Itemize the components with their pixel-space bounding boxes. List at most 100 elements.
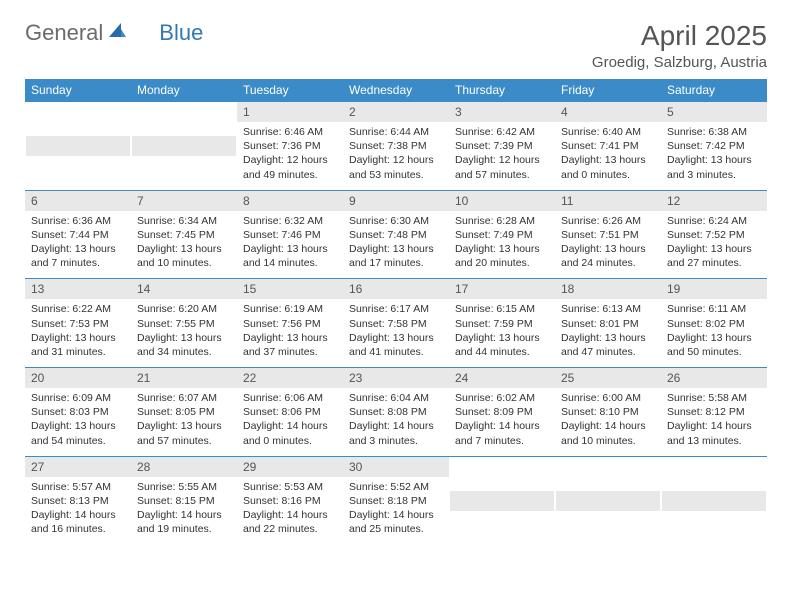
calendar-week-row: 1Sunrise: 6:46 AMSunset: 7:36 PMDaylight…: [25, 102, 767, 191]
day-content: Sunrise: 6:00 AMSunset: 8:10 PMDaylight:…: [555, 388, 661, 456]
daylight-line: Daylight: 13 hours and 7 minutes.: [31, 242, 125, 270]
day-content: Sunrise: 6:06 AMSunset: 8:06 PMDaylight:…: [237, 388, 343, 456]
day-number: 22: [237, 368, 343, 388]
sunrise-line: Sunrise: 6:42 AM: [455, 125, 549, 139]
day-number: 13: [25, 279, 131, 299]
sunrise-line: Sunrise: 6:09 AM: [31, 391, 125, 405]
day-number: 7: [131, 191, 237, 211]
weekday-header-row: SundayMondayTuesdayWednesdayThursdayFrid…: [25, 79, 767, 102]
calendar-week-row: 27Sunrise: 5:57 AMSunset: 8:13 PMDayligh…: [25, 456, 767, 544]
sunset-line: Sunset: 8:16 PM: [243, 494, 337, 508]
day-cell: 18Sunrise: 6:13 AMSunset: 8:01 PMDayligh…: [555, 279, 661, 368]
day-cell: 15Sunrise: 6:19 AMSunset: 7:56 PMDayligh…: [237, 279, 343, 368]
day-cell: 5Sunrise: 6:38 AMSunset: 7:42 PMDaylight…: [661, 102, 767, 191]
day-content: Sunrise: 6:38 AMSunset: 7:42 PMDaylight:…: [661, 122, 767, 190]
day-number: 8: [237, 191, 343, 211]
day-cell: 12Sunrise: 6:24 AMSunset: 7:52 PMDayligh…: [661, 190, 767, 279]
sunrise-line: Sunrise: 5:57 AM: [31, 480, 125, 494]
day-content: Sunrise: 5:57 AMSunset: 8:13 PMDaylight:…: [25, 477, 131, 545]
sunrise-line: Sunrise: 6:11 AM: [667, 302, 761, 316]
sunrise-line: Sunrise: 6:46 AM: [243, 125, 337, 139]
sunrise-line: Sunrise: 6:17 AM: [349, 302, 443, 316]
day-content: Sunrise: 6:32 AMSunset: 7:46 PMDaylight:…: [237, 211, 343, 279]
day-content: Sunrise: 6:40 AMSunset: 7:41 PMDaylight:…: [555, 122, 661, 190]
daylight-line: Daylight: 12 hours and 53 minutes.: [349, 153, 443, 181]
daylight-line: Daylight: 13 hours and 27 minutes.: [667, 242, 761, 270]
daylight-line: Daylight: 13 hours and 44 minutes.: [455, 331, 549, 359]
brand-text-2: Blue: [159, 20, 203, 46]
weekday-header: Sunday: [25, 79, 131, 102]
sunset-line: Sunset: 8:18 PM: [349, 494, 443, 508]
day-number: 19: [661, 279, 767, 299]
daylight-line: Daylight: 13 hours and 37 minutes.: [243, 331, 337, 359]
daylight-line: Daylight: 14 hours and 19 minutes.: [137, 508, 231, 536]
daylight-line: Daylight: 14 hours and 7 minutes.: [455, 419, 549, 447]
day-content: Sunrise: 6:07 AMSunset: 8:05 PMDaylight:…: [131, 388, 237, 456]
day-cell: 4Sunrise: 6:40 AMSunset: 7:41 PMDaylight…: [555, 102, 661, 191]
weekday-header: Friday: [555, 79, 661, 102]
day-content: Sunrise: 6:30 AMSunset: 7:48 PMDaylight:…: [343, 211, 449, 279]
day-number: 23: [343, 368, 449, 388]
header: General Blue April 2025 Groedig, Salzbur…: [25, 20, 767, 71]
daylight-line: Daylight: 13 hours and 0 minutes.: [561, 153, 655, 181]
sunset-line: Sunset: 8:08 PM: [349, 405, 443, 419]
sunset-line: Sunset: 7:58 PM: [349, 317, 443, 331]
day-content: Sunrise: 6:17 AMSunset: 7:58 PMDaylight:…: [343, 299, 449, 367]
day-cell: 2Sunrise: 6:44 AMSunset: 7:38 PMDaylight…: [343, 102, 449, 191]
weekday-header: Thursday: [449, 79, 555, 102]
day-cell: 11Sunrise: 6:26 AMSunset: 7:51 PMDayligh…: [555, 190, 661, 279]
daylight-line: Daylight: 13 hours and 20 minutes.: [455, 242, 549, 270]
day-number: 11: [555, 191, 661, 211]
day-content: Sunrise: 5:55 AMSunset: 8:15 PMDaylight:…: [131, 477, 237, 545]
day-cell: 26Sunrise: 5:58 AMSunset: 8:12 PMDayligh…: [661, 368, 767, 457]
empty-day-cell: [449, 456, 555, 544]
sunset-line: Sunset: 7:44 PM: [31, 228, 125, 242]
daylight-line: Daylight: 12 hours and 49 minutes.: [243, 153, 337, 181]
day-content: Sunrise: 6:19 AMSunset: 7:56 PMDaylight:…: [237, 299, 343, 367]
day-number: 26: [661, 368, 767, 388]
sunset-line: Sunset: 8:01 PM: [561, 317, 655, 331]
title-block: April 2025 Groedig, Salzburg, Austria: [592, 20, 767, 71]
sunrise-line: Sunrise: 5:53 AM: [243, 480, 337, 494]
day-content: Sunrise: 6:44 AMSunset: 7:38 PMDaylight:…: [343, 122, 449, 190]
sunset-line: Sunset: 7:51 PM: [561, 228, 655, 242]
sunset-line: Sunset: 7:39 PM: [455, 139, 549, 153]
daylight-line: Daylight: 13 hours and 34 minutes.: [137, 331, 231, 359]
sunrise-line: Sunrise: 6:38 AM: [667, 125, 761, 139]
day-content: Sunrise: 6:02 AMSunset: 8:09 PMDaylight:…: [449, 388, 555, 456]
day-number: 9: [343, 191, 449, 211]
day-number: 21: [131, 368, 237, 388]
daylight-line: Daylight: 14 hours and 25 minutes.: [349, 508, 443, 536]
sunset-line: Sunset: 7:36 PM: [243, 139, 337, 153]
sunrise-line: Sunrise: 6:40 AM: [561, 125, 655, 139]
daylight-line: Daylight: 13 hours and 10 minutes.: [137, 242, 231, 270]
calendar-week-row: 13Sunrise: 6:22 AMSunset: 7:53 PMDayligh…: [25, 279, 767, 368]
weekday-header: Monday: [131, 79, 237, 102]
sunrise-line: Sunrise: 6:32 AM: [243, 214, 337, 228]
day-content: Sunrise: 6:11 AMSunset: 8:02 PMDaylight:…: [661, 299, 767, 367]
daylight-line: Daylight: 12 hours and 57 minutes.: [455, 153, 549, 181]
day-cell: 9Sunrise: 6:30 AMSunset: 7:48 PMDaylight…: [343, 190, 449, 279]
day-number: 1: [237, 102, 343, 122]
day-number: 6: [25, 191, 131, 211]
calendar-week-row: 20Sunrise: 6:09 AMSunset: 8:03 PMDayligh…: [25, 368, 767, 457]
sunset-line: Sunset: 8:05 PM: [137, 405, 231, 419]
sunset-line: Sunset: 7:38 PM: [349, 139, 443, 153]
sunrise-line: Sunrise: 6:15 AM: [455, 302, 549, 316]
day-number: 27: [25, 457, 131, 477]
day-content: Sunrise: 5:52 AMSunset: 8:18 PMDaylight:…: [343, 477, 449, 545]
day-content: Sunrise: 6:28 AMSunset: 7:49 PMDaylight:…: [449, 211, 555, 279]
sunset-line: Sunset: 7:45 PM: [137, 228, 231, 242]
day-content: Sunrise: 5:58 AMSunset: 8:12 PMDaylight:…: [661, 388, 767, 456]
day-cell: 25Sunrise: 6:00 AMSunset: 8:10 PMDayligh…: [555, 368, 661, 457]
sunrise-line: Sunrise: 5:52 AM: [349, 480, 443, 494]
sunrise-line: Sunrise: 6:20 AM: [137, 302, 231, 316]
day-content: Sunrise: 6:46 AMSunset: 7:36 PMDaylight:…: [237, 122, 343, 190]
sunrise-line: Sunrise: 6:26 AM: [561, 214, 655, 228]
day-content: Sunrise: 6:20 AMSunset: 7:55 PMDaylight:…: [131, 299, 237, 367]
day-cell: 1Sunrise: 6:46 AMSunset: 7:36 PMDaylight…: [237, 102, 343, 191]
day-content: Sunrise: 6:26 AMSunset: 7:51 PMDaylight:…: [555, 211, 661, 279]
weekday-header: Saturday: [661, 79, 767, 102]
day-number: 16: [343, 279, 449, 299]
sunrise-line: Sunrise: 6:28 AM: [455, 214, 549, 228]
